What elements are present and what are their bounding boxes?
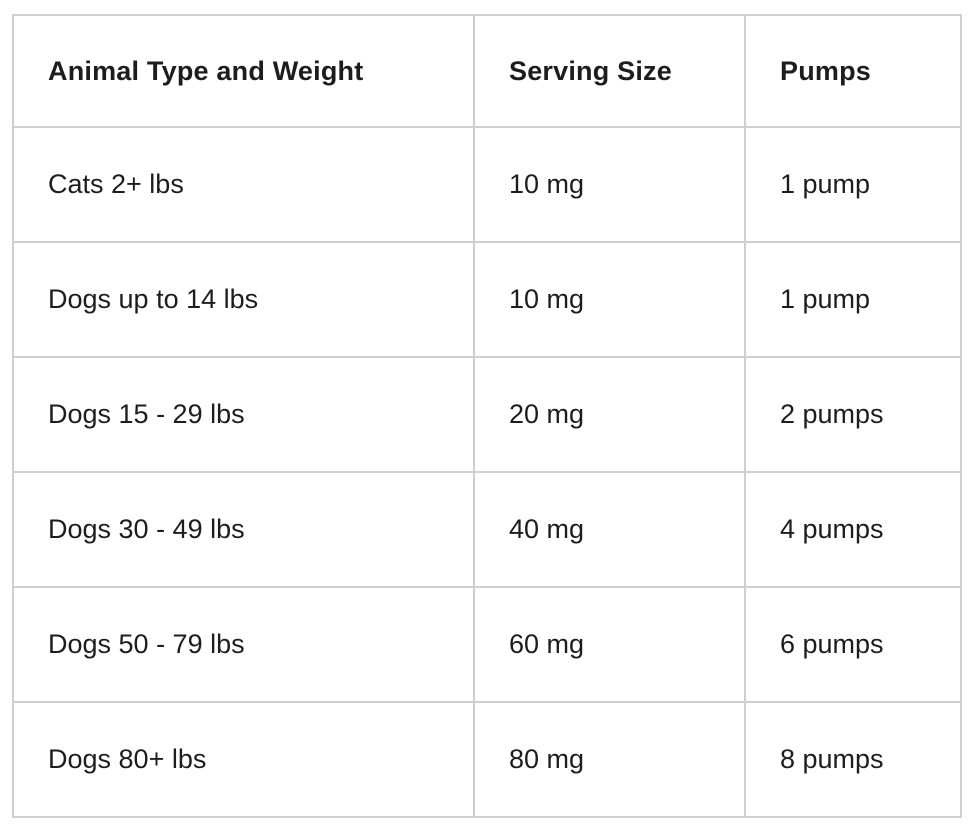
cell-animal-type: Cats 2+ lbs [12,126,475,243]
table-header: Animal Type and Weight Serving Size Pump… [12,14,962,128]
cell-animal-type: Dogs 50 - 79 lbs [12,586,475,703]
table-row: Dogs 15 - 29 lbs 20 mg 2 pumps [12,356,962,473]
cell-serving-size: 40 mg [473,471,746,588]
header-cell-animal-type-and-weight: Animal Type and Weight [12,14,475,128]
dosing-table: Animal Type and Weight Serving Size Pump… [12,14,962,818]
cell-serving-size: 60 mg [473,586,746,703]
cell-serving-size: 20 mg [473,356,746,473]
cell-pumps: 1 pump [744,241,962,358]
cell-pumps: 4 pumps [744,471,962,588]
cell-pumps: 1 pump [744,126,962,243]
cell-pumps: 6 pumps [744,586,962,703]
cell-serving-size: 10 mg [473,126,746,243]
cell-animal-type: Dogs 80+ lbs [12,701,475,818]
cell-serving-size: 10 mg [473,241,746,358]
table-row: Dogs up to 14 lbs 10 mg 1 pump [12,241,962,358]
cell-animal-type: Dogs up to 14 lbs [12,241,475,358]
header-cell-serving-size: Serving Size [473,14,746,128]
cell-pumps: 2 pumps [744,356,962,473]
table-row: Cats 2+ lbs 10 mg 1 pump [12,126,962,243]
table-row: Dogs 50 - 79 lbs 60 mg 6 pumps [12,586,962,703]
header-cell-pumps: Pumps [744,14,962,128]
cell-animal-type: Dogs 15 - 29 lbs [12,356,475,473]
cell-pumps: 8 pumps [744,701,962,818]
cell-serving-size: 80 mg [473,701,746,818]
table-row: Dogs 80+ lbs 80 mg 8 pumps [12,701,962,818]
cell-animal-type: Dogs 30 - 49 lbs [12,471,475,588]
table-body: Cats 2+ lbs 10 mg 1 pump Dogs up to 14 l… [12,126,962,818]
header-row: Animal Type and Weight Serving Size Pump… [12,14,962,128]
table-row: Dogs 30 - 49 lbs 40 mg 4 pumps [12,471,962,588]
